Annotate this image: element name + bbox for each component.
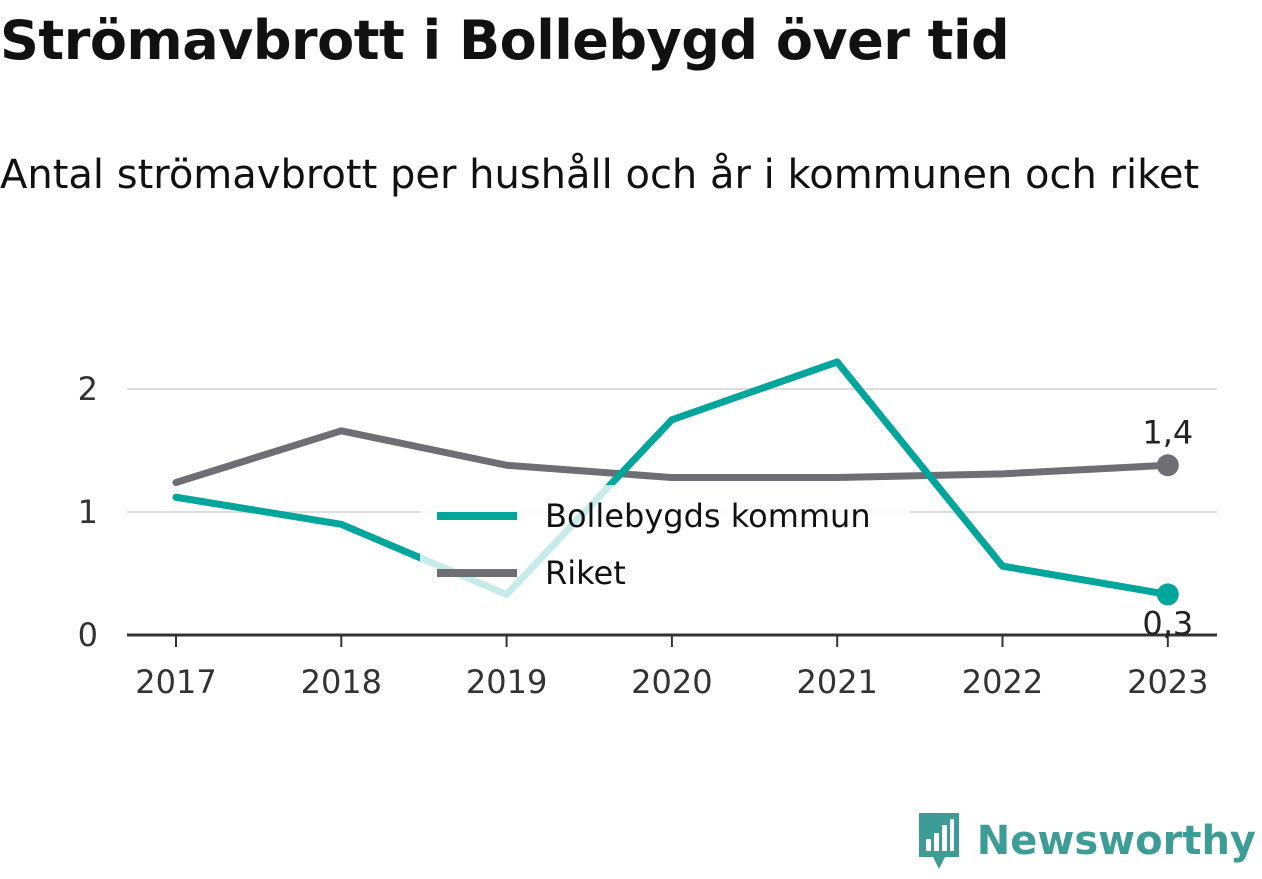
end-markers: 0,3 1,4 <box>1142 413 1193 642</box>
brand-name: Newsworthy <box>976 818 1256 864</box>
y-tick-label: 2 <box>78 370 98 408</box>
y-tick-label: 1 <box>78 493 98 531</box>
legend-label: Bollebygds kommun <box>545 497 871 535</box>
x-axis-ticks: 2017 2018 2019 2020 2021 2022 2023 <box>135 635 1209 701</box>
legend: Bollebygds kommun Riket <box>420 485 910 600</box>
y-axis-ticks: 0 1 2 <box>78 370 98 654</box>
x-tick-label: 2020 <box>631 663 712 701</box>
line-chart: 0 1 2 2017 2018 2019 2020 2021 2022 2023 Bolleby… <box>78 358 1217 701</box>
legend-background <box>420 485 910 600</box>
x-tick-label: 2019 <box>466 663 547 701</box>
x-tick-label: 2021 <box>796 663 877 701</box>
series-lines <box>172 358 1172 598</box>
newsworthy-logo-icon <box>918 813 959 869</box>
series-line-riket <box>172 427 1172 486</box>
x-tick-label: 2018 <box>301 663 382 701</box>
end-value-label: 0,3 <box>1142 604 1193 642</box>
chart-title: Strömavbrott i Bollebygd över tid <box>0 9 1010 72</box>
series-line-kommun <box>172 358 1172 598</box>
chart-subtitle: Antal strömavbrott per hushåll och år i … <box>0 152 1200 198</box>
newsworthy-logo[interactable]: Newsworthy <box>915 811 1256 871</box>
end-value-label: 1,4 <box>1142 413 1193 451</box>
y-tick-label: 0 <box>78 616 98 654</box>
end-marker <box>1156 454 1179 477</box>
legend-label: Riket <box>545 554 626 592</box>
x-tick-label: 2022 <box>962 663 1043 701</box>
end-marker <box>1156 583 1179 606</box>
x-tick-label: 2023 <box>1127 663 1208 701</box>
x-tick-label: 2017 <box>135 663 216 701</box>
